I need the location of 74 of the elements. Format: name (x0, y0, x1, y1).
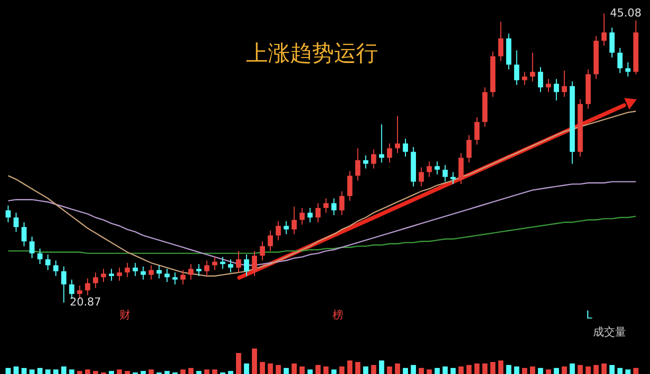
candlestick (617, 47, 623, 74)
candlestick (116, 267, 122, 282)
candlestick (124, 262, 130, 278)
candlestick (379, 124, 384, 164)
candlestick (498, 21, 504, 62)
candlestick (252, 250, 258, 277)
candlestick (228, 258, 234, 273)
candlestick (260, 240, 265, 261)
candlestick (386, 142, 392, 164)
candlestick (188, 264, 194, 280)
candlestick (538, 66, 544, 93)
candlestick (323, 198, 329, 214)
candlestick (522, 71, 528, 86)
candlestick (108, 268, 114, 282)
candlestick (268, 230, 273, 252)
candlestick (140, 266, 146, 280)
candlestick (339, 190, 344, 216)
candlestick (355, 148, 360, 181)
candlestick (514, 50, 520, 86)
candlestick (292, 206, 297, 235)
candlestick (562, 70, 567, 98)
candlestick (308, 207, 313, 223)
text: 上涨趋势运行 (246, 41, 378, 66)
candlestick (212, 256, 218, 271)
candlestick (276, 220, 281, 241)
candlestick (61, 266, 66, 304)
candlestick (625, 62, 630, 78)
candlestick (92, 272, 98, 288)
text: L (586, 308, 594, 322)
candlestick (609, 27, 615, 58)
text: 成交量 (593, 326, 626, 339)
candlestick (45, 254, 50, 271)
candlestick (554, 78, 559, 101)
candlestick (164, 268, 170, 282)
candlestick (426, 160, 432, 178)
candlestick (474, 116, 480, 146)
candlestick (148, 264, 154, 280)
candlestick (530, 52, 536, 82)
candlestick (300, 207, 305, 226)
candlestick (434, 160, 440, 176)
candlestick (172, 272, 178, 285)
candlestick (244, 254, 250, 277)
candlestick (284, 220, 289, 235)
candlestick (466, 134, 472, 164)
candlestick (204, 260, 210, 277)
candlestick (442, 164, 448, 182)
candlestick (458, 152, 464, 185)
annotation: 45.08 (610, 6, 642, 20)
candlestick (402, 138, 408, 158)
candlestick (601, 13, 607, 46)
candlestick (156, 264, 162, 279)
text: 财 (119, 308, 130, 322)
candlestick (347, 170, 352, 202)
candlestick (371, 148, 376, 170)
candlestick (331, 198, 337, 216)
candlestick (220, 256, 226, 270)
candlestick (100, 268, 106, 282)
candlestick (21, 222, 27, 247)
candlestick (394, 116, 400, 154)
candlestick (180, 270, 186, 285)
candlestick (315, 202, 321, 223)
candlestick (363, 154, 368, 170)
candlestick (37, 248, 43, 265)
candlestick (14, 212, 19, 232)
candlestick (132, 262, 138, 277)
candlestick (450, 172, 456, 185)
candlestick (546, 78, 552, 93)
candlestick (85, 278, 90, 296)
annotation: 20.87 (70, 296, 102, 309)
candlestick (6, 205, 11, 223)
candlestick (29, 236, 35, 259)
candlestick (236, 250, 242, 273)
text: 榜 (332, 308, 344, 322)
candlestick (418, 166, 424, 187)
